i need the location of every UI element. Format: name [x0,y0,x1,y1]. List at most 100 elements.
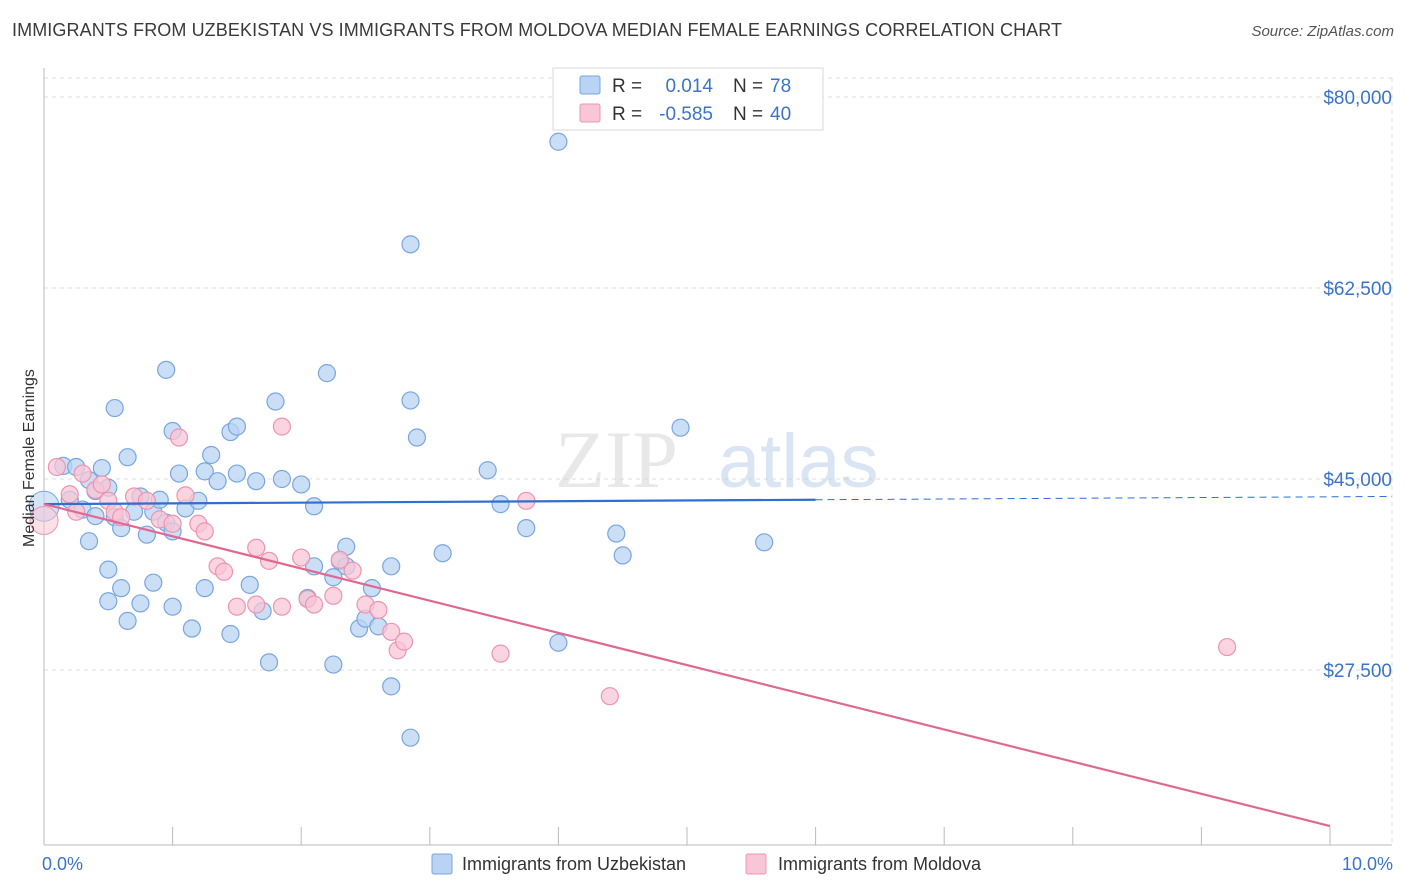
legend-r-label-blue: R = [612,76,642,97]
moldova-point-10 [137,491,156,510]
y-tick-label-1: $62,500 [1323,279,1392,300]
uzbekistan-point-44 [144,573,163,592]
series-moldova-points [29,417,1237,706]
moldova-point-35 [394,632,414,651]
uzbekistan-point-5 [92,458,111,478]
watermark-zip: ZIP [555,414,678,505]
trend-lines [43,495,1393,828]
uzbekistan-point-74 [607,524,626,543]
uzbekistan-point-24 [202,445,221,465]
moldova-point-39 [1218,637,1237,657]
trend-line-moldova [43,503,1331,828]
uzbekistan-point-43 [99,592,118,611]
uzbekistan-point-20 [169,464,189,483]
legend-swatch-blue [579,75,601,95]
uzbekistan-point-69 [433,544,452,563]
moldova-point-23 [272,597,292,616]
chart-title: IMMIGRANTS FROM UZBEKISTAN VS IMMIGRANTS… [12,20,1063,40]
moldova-point-20 [247,595,266,614]
bottom-legend: Immigrants from Uzbekistan Immigrants fr… [431,853,982,875]
trend-line-uzbekistan [43,498,816,506]
moldova-point-25 [292,548,311,567]
moldova-point-1 [60,485,79,504]
uzbekistan-point-28 [105,398,124,418]
legend-box: R = 0.014 N = 78 R = -0.585 N = 40 [552,67,824,131]
moldova-point-5 [92,475,111,494]
uzbekistan-point-64 [401,728,420,747]
uzbekistan-point-54 [259,653,279,672]
moldova-point-edge [29,505,59,535]
moldova-point-13 [169,428,189,447]
uzbekistan-point-65 [517,519,536,538]
bottom-legend-swatch-blue [431,853,453,875]
uzbekistan-point-49 [195,579,214,598]
moldova-point-21 [247,538,266,557]
uzbekistan-point-23 [195,462,214,481]
moldova-point-16 [195,522,214,541]
axes [43,68,1392,846]
uzbekistan-point-27 [227,464,246,483]
x-tick-label-0: 0.0% [42,854,83,874]
uzbekistan-point-56 [324,655,343,674]
uzbekistan-point-13 [79,532,99,551]
uzbekistan-point-45 [118,611,137,630]
uzbekistan-point-14 [118,448,137,467]
y-tick-label-0: $80,000 [1323,88,1392,109]
legend-swatch-pink [579,103,601,123]
uzbekistan-point-73 [549,633,568,652]
moldova-point-30 [343,561,362,580]
uzbekistan-point-51 [240,575,259,594]
uzbekistan-point-70 [491,495,510,514]
trend-line-uzbekistan-extension [815,495,1393,501]
uzbekistan-point-67 [407,428,427,447]
legend-n-value-pink: 40 [770,104,791,125]
uzbekistan-point-29 [157,360,176,379]
bottom-legend-label-blue: Immigrants from Uzbekistan [462,854,686,874]
tick-labels: $80,000 $62,500 $45,000 $27,500 0.0% 10.0% [42,88,1393,874]
uzbekistan-point-72 [549,132,568,151]
moldova-point-33 [382,622,401,641]
uzbekistan-point-37 [317,364,337,383]
uzbekistan-point-76 [671,418,690,437]
uzbekistan-point-35 [292,475,311,494]
legend-n-label-pink: N = [733,104,763,125]
source-label: Source: ZipAtlas.com [1251,23,1394,40]
uzbekistan-point-36 [304,497,324,516]
moldova-point-0 [47,457,66,477]
moldova-point-29 [330,550,349,569]
uzbekistan-point-25 [208,472,227,491]
uzbekistan-point-33 [266,392,285,411]
uzbekistan-point-50 [221,624,240,644]
moldova-point-36 [491,644,510,663]
x-tick-label-1: 10.0% [1342,854,1393,874]
moldova-point-19 [227,597,246,616]
uzbekistan-point-42 [112,579,131,598]
watermark: ZIP atlas [555,414,879,505]
bottom-legend-swatch-pink [745,853,767,875]
moldova-point-32 [369,600,388,620]
moldova-point-12 [163,514,182,533]
uzbekistan-point-31 [227,417,246,436]
moldova-point-37 [600,687,619,706]
moldova-point-27 [304,595,324,614]
moldova-point-18 [214,562,234,581]
watermark-atlas: atlas [718,419,879,504]
legend-n-label-blue: N = [733,76,763,97]
uzbekistan-point-75 [613,546,632,565]
bottom-legend-label-pink: Immigrants from Moldova [778,854,982,874]
moldova-point-3 [73,464,92,483]
uzbekistan-point-47 [163,597,182,616]
moldova-point-24 [272,417,292,436]
uzbekistan-point-68 [401,391,420,410]
moldova-point-14 [176,486,195,505]
uzbekistan-point-77 [755,533,774,552]
uzbekistan-point-63 [382,557,401,576]
uzbekistan-point-71 [478,461,497,480]
y-tick-label-2: $45,000 [1323,470,1392,491]
uzbekistan-point-62 [382,677,401,696]
legend-r-value-pink: -0.585 [659,104,713,125]
moldova-point-28 [324,586,343,605]
y-tick-label-3: $27,500 [1323,661,1392,682]
y-axis-label: Median Female Earnings [21,369,38,547]
